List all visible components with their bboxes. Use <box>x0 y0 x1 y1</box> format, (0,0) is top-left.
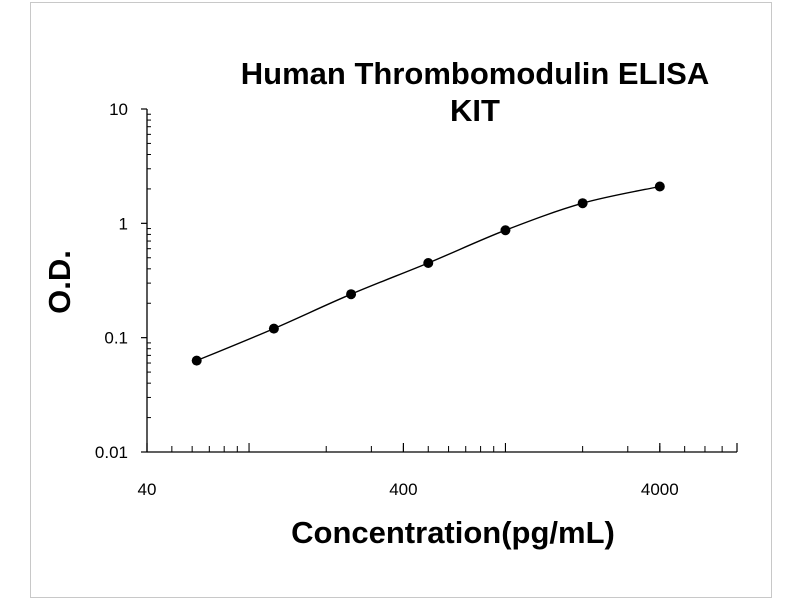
data-point <box>346 289 357 300</box>
y-axis-title: O.D. <box>42 250 77 314</box>
data-point <box>423 257 434 268</box>
chart-frame <box>30 2 772 598</box>
data-point <box>577 198 588 209</box>
axes <box>146 109 737 453</box>
x-axis-title: Concentration(pg/mL) <box>291 515 615 550</box>
data-point <box>500 225 511 236</box>
x-tick-label: 4000 <box>641 480 679 499</box>
y-tick-label: 0.01 <box>95 443 128 462</box>
tick-labels: 0.01 0.1 1 10 40 400 4000 <box>95 100 679 499</box>
chart-title-line-1: Human Thrombomodulin ELISA <box>241 56 709 91</box>
x-tick-label: 40 <box>138 480 157 499</box>
data-point <box>654 181 665 192</box>
series-line <box>196 185 660 362</box>
chart-title-line-2: KIT <box>450 93 500 128</box>
y-tick-label: 10 <box>109 100 128 119</box>
axis-ticks <box>141 108 738 453</box>
x-tick-label: 400 <box>389 480 417 499</box>
y-tick-label: 1 <box>119 214 128 233</box>
data-point <box>191 355 202 366</box>
series-group <box>191 181 665 366</box>
y-tick-label: 0.1 <box>104 329 128 348</box>
data-point <box>268 323 279 334</box>
